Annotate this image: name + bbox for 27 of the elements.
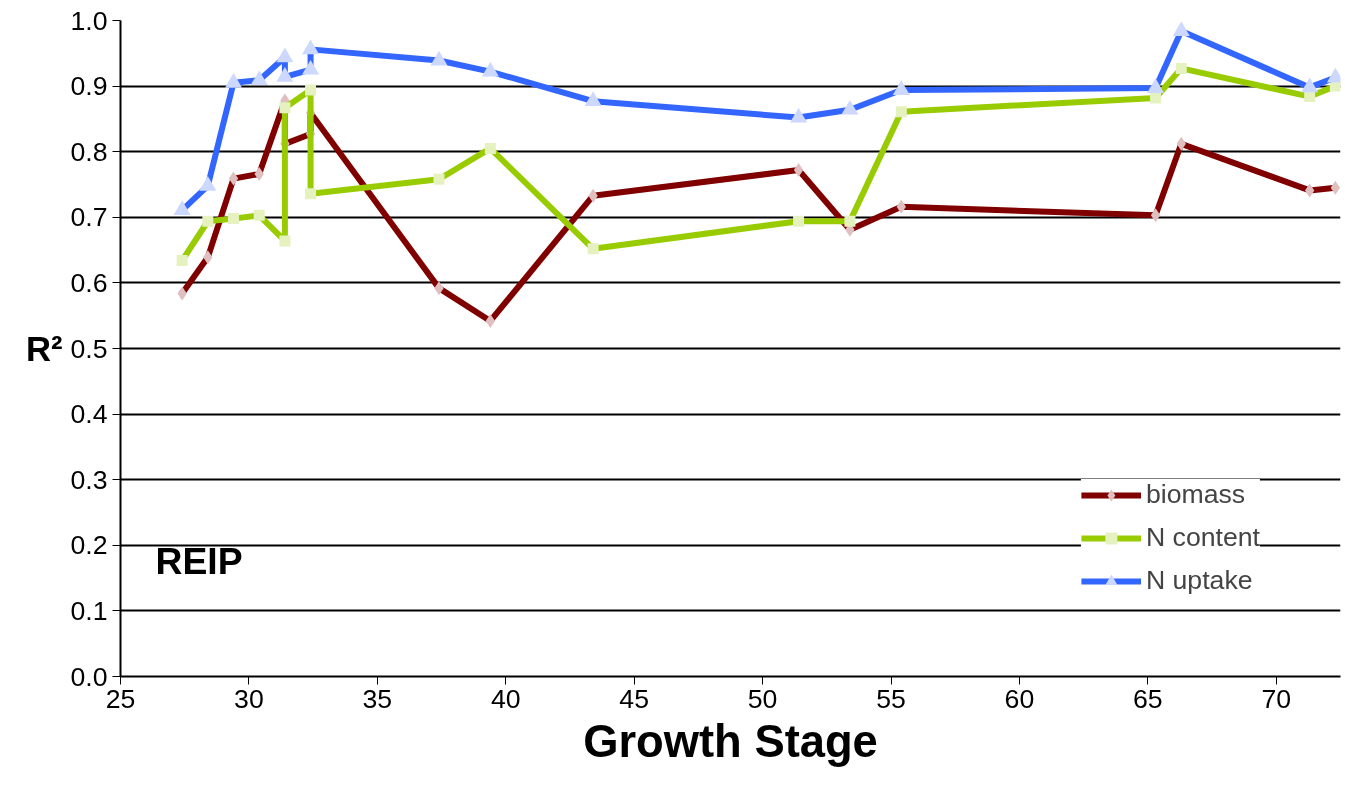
x-tick-label: 45 [619,683,650,714]
legend-label: N uptake [1145,565,1253,596]
y-tick-label: 1.0 [70,5,108,36]
y-tick-label: 0.2 [70,530,108,561]
legend-label: biomass [1145,479,1246,510]
x-tick-label: 60 [1004,683,1035,714]
y-tick-label: 0.7 [70,202,108,233]
annotation: REIP [155,539,243,582]
x-tick-label: 55 [876,683,906,714]
legend-label: N content [1145,522,1260,553]
x-tick-label: 25 [105,683,136,714]
x-tick-label: 40 [490,683,521,714]
y-tick-label: 0.5 [70,333,108,364]
y-tick-label: 0.8 [70,136,108,167]
y-tick-label: 0.9 [70,71,108,102]
y-tick-label: 0.3 [70,464,108,495]
x-tick-label: 65 [1133,683,1163,714]
x-tick-label: 50 [747,683,778,714]
y-tick-label: 0.6 [70,267,108,298]
x-tick-label: 30 [234,683,264,714]
y-axis-title: R² [25,329,63,368]
y-tick-label: 0.4 [70,399,108,430]
y-tick-label: 0.0 [70,661,108,692]
y-tick-label: 0.1 [70,595,108,626]
x-tick-label: 35 [362,683,393,714]
x-axis-title: Growth Stage [583,715,878,767]
x-tick-label: 70 [1261,683,1292,714]
